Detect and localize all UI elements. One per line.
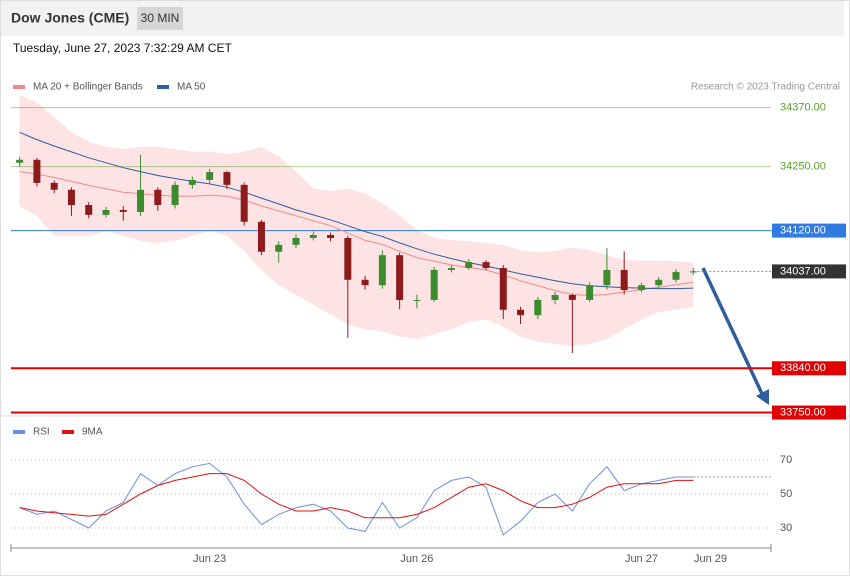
level-label: 34037.00	[780, 265, 826, 277]
forecast-arrowhead	[756, 389, 769, 405]
candle-body	[171, 184, 179, 206]
interval-button[interactable]	[137, 7, 183, 30]
level-label: 33750.00	[780, 406, 826, 418]
candle-body	[586, 285, 594, 300]
bollinger-band	[88, 141, 107, 236]
candle-body	[603, 269, 611, 286]
interval-label[interactable]: 30 MIN	[141, 11, 180, 25]
candle-body	[50, 182, 58, 190]
level-label: 34120.00	[780, 225, 826, 237]
candle-body	[240, 184, 248, 222]
level-label: 34250.00	[780, 161, 826, 173]
candle-body	[361, 279, 369, 286]
candle-body	[67, 189, 75, 206]
bollinger-band	[209, 151, 228, 236]
candle-body	[482, 262, 490, 268]
y-tick-label: 70	[780, 454, 792, 466]
candle-body	[378, 255, 386, 286]
candle-body	[568, 295, 576, 300]
candle-body	[465, 262, 473, 268]
legend-label: RSI	[33, 427, 50, 438]
legend-swatch	[62, 430, 74, 434]
candle-body	[620, 269, 628, 291]
candle-body	[119, 209, 127, 212]
legend-label: 9MA	[82, 427, 103, 438]
forecast-arrow	[701, 267, 766, 399]
credit: Research © 2023 Trading Central	[691, 82, 840, 93]
level-tag	[772, 223, 846, 238]
x-tick-label: Jun 23	[193, 553, 226, 565]
legend-swatch	[13, 85, 25, 89]
candle-body	[637, 285, 645, 291]
level-label: 33840.00	[780, 362, 826, 374]
bollinger-band	[675, 261, 694, 310]
bollinger-band	[313, 188, 331, 315]
candle-body	[85, 205, 93, 215]
legend-label: MA 20 + Bollinger Bands	[33, 82, 143, 93]
candle-body	[430, 269, 438, 300]
legend-swatch	[157, 85, 169, 89]
candle-body	[102, 209, 110, 215]
candle-body	[655, 279, 663, 286]
series-line	[19, 473, 694, 519]
bollinger-band	[606, 254, 625, 340]
series-line	[19, 462, 694, 536]
candle-body	[344, 237, 352, 280]
candle-body	[137, 189, 145, 212]
candle-body	[672, 271, 680, 280]
candle-body	[689, 271, 697, 273]
level-tag	[772, 361, 846, 376]
candle-body	[309, 235, 317, 238]
legend-swatch	[13, 430, 25, 434]
candle-body	[327, 235, 335, 238]
candle-body	[33, 159, 41, 183]
series-line	[19, 171, 694, 297]
bollinger-band	[261, 146, 279, 286]
bollinger-band	[53, 116, 72, 236]
bollinger-band	[278, 156, 297, 295]
candle-body	[396, 255, 404, 300]
candle-body	[292, 237, 300, 245]
candle-body	[206, 172, 214, 180]
y-tick-label: 50	[780, 488, 792, 500]
y-tick-label: 30	[780, 522, 792, 534]
bollinger-band	[192, 151, 210, 236]
instrument-title: Dow Jones (CME)	[11, 10, 129, 26]
level-label: 34370.00	[780, 102, 826, 114]
candle-body	[534, 299, 542, 316]
candle-body	[517, 309, 525, 316]
candle-body	[275, 244, 283, 252]
candle-body	[188, 179, 196, 185]
candle-body	[447, 267, 455, 270]
candle-body	[499, 267, 507, 310]
level-tag	[772, 405, 846, 420]
bollinger-band	[468, 241, 487, 322]
level-tag	[772, 264, 846, 279]
x-tick-label: Jun 26	[400, 553, 433, 565]
x-tick-label: Jun 29	[694, 553, 727, 565]
bollinger-band	[19, 94, 38, 217]
candle-body	[257, 221, 265, 252]
timestamp: Tuesday, June 27, 2023 7:32:29 AM CET	[13, 41, 232, 55]
candle-body	[551, 295, 559, 300]
bollinger-band	[451, 240, 469, 330]
x-tick-label: Jun 27	[625, 553, 658, 565]
candle-body	[413, 299, 421, 301]
candle-body	[154, 189, 162, 206]
series-line	[19, 131, 694, 290]
bollinger-band	[520, 249, 539, 342]
candle-body	[223, 172, 231, 185]
candle-body	[16, 159, 24, 163]
legend-label: MA 50	[177, 82, 206, 93]
